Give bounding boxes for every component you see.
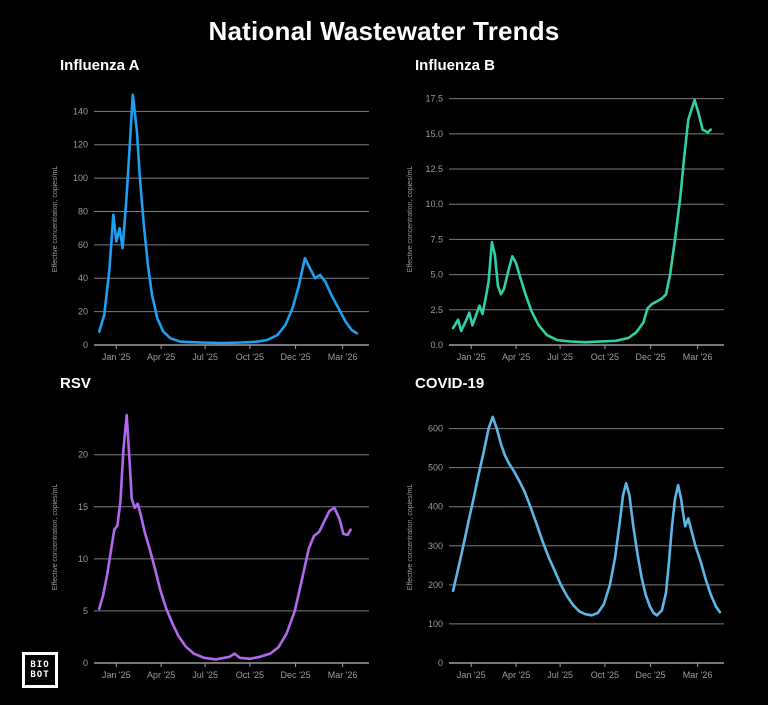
y-tick-label: 100 (73, 173, 88, 183)
covid-19-plot: 0 100 200 300 400 500 600 Jan '25 Apr '25 Jul '25… (407, 415, 724, 680)
x-tick-label: Dec '25 (280, 670, 310, 680)
y-tick-label: 0 (83, 658, 88, 668)
chart-title-influenza-a: Influenza A (60, 57, 140, 74)
y-axis-label: Effective concentration, copies/mL (407, 166, 414, 273)
influenza-b-plot: 0.0 2.5 5.0 7.5 10.0 12.5 15.0 17.5 Jan '25 Apr '… (407, 94, 724, 362)
y-tick-label: 120 (73, 140, 88, 150)
x-tick-label: Dec '25 (635, 352, 665, 362)
x-tick-label: Jul '25 (192, 352, 218, 362)
chart-influenza-b: Influenza B 0.0 2.5 5.0 7.5 10.0 12.5 15.0 17.5… (403, 55, 738, 375)
page-title: National Wastewater Trends (208, 16, 560, 46)
influenza-b-line (451, 98, 713, 344)
x-tick-label: Mar '26 (683, 352, 713, 362)
x-tick-label: Jan '25 (102, 352, 131, 362)
x-tick-label: Jan '25 (457, 352, 486, 362)
x-tick-label: Oct '25 (236, 352, 264, 362)
biobot-logo-line2: BOT (30, 670, 50, 680)
y-axis-label: Effective concentration, copies/mL (407, 484, 414, 591)
y-tick-label: 5.0 (430, 270, 443, 280)
y-tick-label: 140 (73, 106, 88, 116)
y-tick-label: 60 (78, 240, 88, 250)
y-tick-label: 20 (78, 307, 88, 317)
y-tick-label: 17.5 (425, 94, 443, 104)
y-tick-label: 80 (78, 206, 88, 216)
x-tick-label: Jul '25 (547, 352, 573, 362)
y-tick-label: 300 (428, 541, 443, 551)
biobot-logo: BIO BOT (22, 652, 58, 688)
x-tick-label: Jul '25 (192, 670, 218, 680)
influenza-a-line (97, 93, 359, 345)
x-tick-label: Apr '25 (502, 352, 530, 362)
y-tick-label: 5 (83, 606, 88, 616)
y-tick-label: 15 (78, 502, 88, 512)
y-axis-label: Effective concentration, copies/mL (52, 484, 59, 591)
y-tick-label: 40 (78, 273, 88, 283)
y-axis-label: Effective concentration, copies/mL (52, 166, 59, 273)
biobot-logo-line1: BIO (30, 660, 50, 670)
covid-19-line (451, 415, 722, 617)
y-tick-label: 400 (428, 502, 443, 512)
rsv-line (97, 413, 352, 661)
y-tick-label: 0 (438, 658, 443, 668)
x-tick-label: Oct '25 (591, 352, 619, 362)
y-tick-label: 0.0 (430, 340, 443, 350)
x-tick-label: Jan '25 (102, 670, 131, 680)
chart-title-rsv: RSV (60, 375, 91, 392)
y-tick-label: 10 (78, 554, 88, 564)
y-tick-label: 0 (83, 340, 88, 350)
x-tick-label: Jan '25 (457, 670, 486, 680)
y-tick-label: 20 (78, 450, 88, 460)
x-tick-label: Oct '25 (591, 670, 619, 680)
y-tick-label: 500 (428, 463, 443, 473)
chart-title-covid-19: COVID-19 (415, 375, 485, 392)
x-tick-label: Mar '26 (328, 670, 358, 680)
x-tick-label: Apr '25 (502, 670, 530, 680)
influenza-a-plot: 0 20 40 60 80 100 120 140 Jan '25 Apr '25 Jul '25 O… (52, 93, 369, 362)
chart-rsv: RSV 0 5 10 15 20 Jan '25 Apr '25 Jul '25 Oct '25… (48, 373, 383, 693)
y-tick-label: 200 (428, 580, 443, 590)
y-tick-label: 7.5 (430, 234, 443, 244)
x-tick-label: Apr '25 (147, 352, 175, 362)
chart-title-influenza-b: Influenza B (415, 57, 496, 74)
y-tick-label: 100 (428, 619, 443, 629)
x-tick-label: Dec '25 (280, 352, 310, 362)
y-tick-label: 10.0 (425, 199, 443, 209)
x-tick-label: Apr '25 (147, 670, 175, 680)
x-tick-label: Jul '25 (547, 670, 573, 680)
chart-influenza-a: Influenza A 0 20 40 60 80 100 120 140 Jan '25 Apr… (48, 55, 383, 375)
x-tick-label: Mar '26 (683, 670, 713, 680)
rsv-plot: 0 5 10 15 20 Jan '25 Apr '25 Jul '25 Oct '25 Dec … (52, 413, 369, 680)
y-tick-label: 12.5 (425, 164, 443, 174)
y-tick-label: 15.0 (425, 129, 443, 139)
x-tick-label: Mar '26 (328, 352, 358, 362)
x-tick-label: Dec '25 (635, 670, 665, 680)
chart-covid-19: COVID-19 0 100 200 300 400 500 600 Jan '25 Apr '… (403, 373, 738, 693)
y-tick-label: 2.5 (430, 305, 443, 315)
y-tick-label: 600 (428, 424, 443, 434)
x-tick-label: Oct '25 (236, 670, 264, 680)
